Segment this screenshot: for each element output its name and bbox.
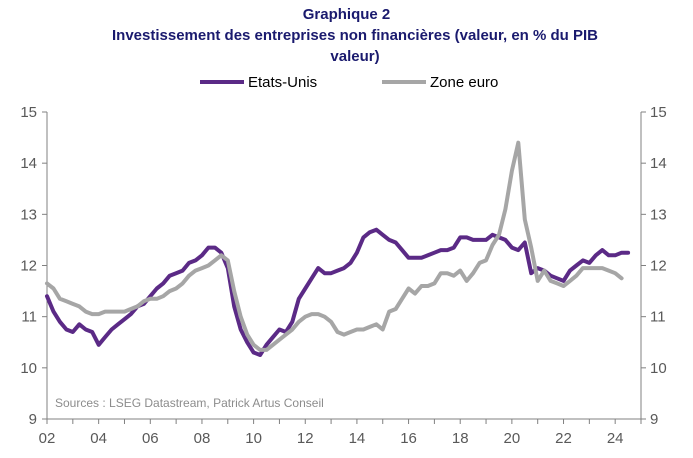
chart-title: Graphique 2 (302, 6, 391, 23)
x-tick-label: 10 (245, 430, 262, 447)
x-tick-label: 16 (400, 430, 417, 447)
y-tick-label-left: 15 (20, 104, 37, 121)
y-tick-label-right: 11 (650, 309, 666, 326)
series-line-etats-unis (45, 227, 631, 357)
chart-axes: 9 10 11 12 13 14 15 9 10 11 12 13 14 15 02 04 06 08 10 12 14… (20, 104, 666, 447)
chart-subtitle: Investissement des entreprises non finan… (111, 27, 598, 65)
y-tick-label-left: 11 (21, 309, 37, 326)
x-tick-label: 12 (297, 430, 314, 447)
x-tick-label: 06 (142, 430, 159, 447)
x-tick-label: 14 (349, 430, 366, 447)
y-tick-label-right: 10 (650, 360, 667, 377)
y-tick-label-right: 15 (650, 104, 667, 121)
chart-series (45, 140, 631, 357)
chart-legend: Etats-Unis Zone euro (200, 74, 498, 91)
legend-item-etats-unis-label: Etats-Unis (248, 74, 317, 91)
x-tick-label: 04 (90, 430, 107, 447)
x-tick-label: 24 (607, 430, 624, 447)
y-tick-label-left: 9 (29, 411, 37, 428)
source-note: Sources : LSEG Datastream, Patrick Artus… (55, 396, 324, 410)
y-tick-label-left: 14 (20, 155, 37, 172)
y-tick-label-left: 13 (20, 206, 37, 223)
y-tick-label-left: 12 (20, 258, 37, 275)
x-tick-label: 18 (452, 430, 469, 447)
series-line-zone-euro (45, 140, 624, 352)
y-tick-label-right: 12 (650, 258, 667, 275)
y-tick-label-right: 9 (650, 411, 658, 428)
y-tick-label-left: 10 (20, 360, 37, 377)
x-tick-label: 08 (194, 430, 211, 447)
y-tick-label-right: 14 (650, 155, 667, 172)
y-tick-label-right: 13 (650, 206, 667, 223)
x-tick-label: 22 (555, 430, 572, 447)
legend-item-zone-euro-label: Zone euro (430, 74, 498, 91)
x-tick-label: 02 (39, 430, 56, 447)
x-tick-label: 20 (504, 430, 521, 447)
